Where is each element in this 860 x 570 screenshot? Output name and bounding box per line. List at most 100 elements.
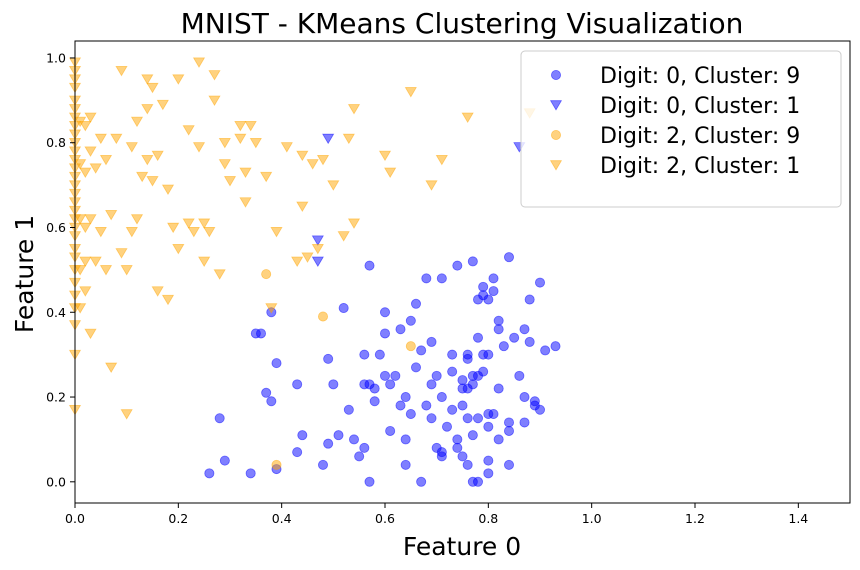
legend-marker [549, 160, 563, 171]
point-series-0 [529, 396, 540, 407]
point-series-0 [426, 379, 437, 390]
point-series-3 [316, 154, 330, 166]
point-series-0 [452, 442, 463, 453]
point-series-0 [447, 366, 458, 377]
point-series-0 [478, 281, 489, 292]
point-series-0 [219, 455, 230, 466]
point-series-3 [84, 328, 97, 340]
point-series-0 [385, 379, 396, 390]
point-series-0 [400, 459, 411, 470]
point-series-1 [311, 256, 324, 268]
point-series-0 [245, 468, 256, 479]
point-series-0 [421, 273, 432, 284]
point-series-3 [192, 142, 206, 153]
point-series-0 [519, 324, 530, 335]
point-series-3 [404, 87, 417, 98]
point-series-3 [161, 294, 175, 306]
point-series-3 [296, 201, 309, 212]
legend-entry-label: Digit: 0, Cluster: 9 [600, 64, 800, 89]
point-series-3 [151, 150, 164, 162]
point-series-3 [301, 252, 314, 263]
x-tick-label: 1.2 [685, 511, 705, 526]
point-series-3 [120, 409, 133, 420]
point-series-0 [405, 315, 416, 326]
point-series-0 [493, 383, 504, 394]
point-series-3 [99, 154, 113, 166]
point-series-0 [436, 451, 447, 462]
point-series-3 [182, 218, 195, 229]
point-series-0 [266, 396, 277, 407]
point-series-0 [478, 366, 489, 377]
data-marks [68, 57, 561, 487]
point-series-3 [461, 112, 474, 123]
point-series-0 [426, 413, 437, 424]
point-series-0 [472, 413, 483, 424]
point-series-0 [509, 332, 520, 343]
point-series-3 [172, 74, 185, 85]
point-series-0 [354, 451, 365, 462]
point-series-0 [483, 455, 494, 466]
point-series-0 [214, 413, 225, 424]
point-series-0 [498, 341, 509, 352]
chart-title: MNIST - KMeans Clustering Visualization [181, 7, 744, 40]
point-series-3 [146, 176, 159, 187]
point-series-3 [161, 184, 175, 195]
point-series-3 [218, 159, 231, 170]
point-series-3 [244, 121, 257, 132]
point-series-0 [421, 400, 432, 411]
point-series-3 [99, 265, 113, 276]
point-series-0 [457, 375, 468, 386]
point-series-3 [342, 133, 355, 145]
point-series-0 [410, 362, 421, 373]
point-series-0 [369, 396, 380, 407]
point-series-0 [514, 370, 525, 381]
plot-frame [74, 40, 851, 504]
point-series-0 [338, 303, 349, 314]
point-series-0 [374, 349, 385, 360]
point-series-3 [208, 95, 221, 106]
point-series-3 [260, 171, 273, 183]
point-series-0 [550, 341, 561, 352]
y-tick-label: 0.0 [46, 474, 66, 489]
point-series-0 [467, 379, 478, 390]
point-series-3 [234, 121, 247, 132]
point-series-0 [488, 273, 499, 284]
point-series-3 [425, 180, 438, 191]
point-series-3 [337, 231, 350, 242]
point-series-0 [493, 324, 504, 335]
point-series-0 [250, 328, 261, 339]
point-series-3 [156, 99, 169, 111]
point-series-0 [524, 294, 535, 305]
point-series-3 [110, 133, 123, 145]
point-series-0 [343, 404, 354, 415]
legend-marker [551, 129, 562, 140]
point-series-0 [395, 324, 406, 335]
point-series-0 [457, 400, 468, 411]
point-series-0 [328, 379, 339, 390]
point-series-0 [452, 260, 463, 271]
point-series-1 [311, 235, 324, 246]
point-series-0 [462, 413, 473, 424]
legend-entry-label: Digit: 2, Cluster: 9 [600, 124, 800, 149]
point-series-0 [369, 383, 380, 394]
point-series-0 [488, 408, 499, 419]
point-series-0 [462, 349, 473, 360]
x-axis-label: Feature 0 [403, 532, 521, 561]
point-series-3 [265, 303, 278, 314]
point-series-3 [141, 104, 154, 115]
point-series-3 [79, 256, 92, 268]
point-series-3 [208, 70, 221, 81]
point-series-3 [198, 218, 211, 229]
point-series-0 [271, 358, 282, 369]
point-series-3 [89, 256, 102, 268]
point-series-0 [493, 315, 504, 326]
point-series-3 [146, 82, 159, 94]
point-series-3 [74, 303, 87, 314]
point-series-3 [74, 265, 87, 276]
point-series-0 [416, 476, 427, 487]
point-series-3 [141, 74, 154, 85]
point-series-0 [483, 349, 494, 360]
point-series-0 [447, 349, 458, 360]
point-series-0 [488, 286, 499, 297]
